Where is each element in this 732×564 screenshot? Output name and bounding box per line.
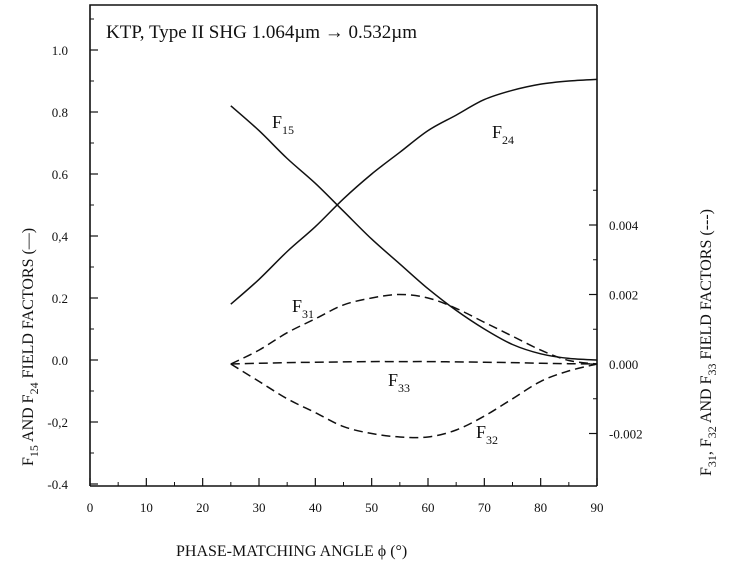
y-right-tick-label: -0.002 (609, 427, 643, 442)
right-ylabel-s2: 32 (705, 426, 719, 438)
x-tick-label: 90 (591, 500, 604, 515)
y-left-tick-label: 0.8 (52, 105, 68, 120)
right-ylabel-s1: 31 (705, 455, 719, 467)
right-ylabel-s3: 33 (705, 364, 719, 376)
plot-border (89, 4, 597, 486)
x-tick-label: 50 (365, 500, 378, 515)
series-label-f15: F15 (272, 112, 294, 137)
series-line-f33 (230, 360, 598, 365)
y-left-tick-label: 0.2 (52, 291, 68, 306)
series-lines (230, 78, 598, 439)
series-line-f31 (230, 293, 598, 365)
left-ylabel-f15-sub: 15 (27, 445, 41, 457)
right-y-axis: -0.002 0.000 0.002 0.004 (589, 189, 643, 442)
series-label-f33: F33 (388, 370, 410, 395)
x-tick-label: 0 (87, 500, 94, 515)
x-tick-label: 70 (478, 500, 491, 515)
left-ylabel-f24-sub: 24 (27, 382, 41, 394)
chart-title: KTP, Type II SHG 1.064µm → 0.532µm (106, 22, 417, 43)
x-tick-label: 80 (534, 500, 547, 515)
x-tick-label: 10 (140, 500, 153, 515)
left-ylabel-f15-main: F (20, 457, 37, 466)
series-line-f24 (230, 78, 598, 305)
x-tick-label: 40 (309, 500, 322, 515)
series-label-f31: F31 (292, 296, 314, 321)
series-label-f32: F32 (476, 422, 498, 447)
x-tick-label: 30 (253, 500, 266, 515)
x-axis: 0 10 20 30 40 50 60 70 80 90 (87, 478, 604, 515)
x-axis-label: PHASE-MATCHING ANGLE ϕ (°) (176, 543, 407, 560)
right-ylabel-p3: AND F (698, 375, 715, 426)
left-ylabel-tail: FIELD FACTORS (—) (20, 228, 37, 383)
left-y-axis: -0.4 -0,2 0.0 0.2 0,4 0.6 0.8 1.0 (47, 18, 98, 492)
y-left-tick-label: 0.6 (52, 167, 69, 182)
series-label-f24: F24 (492, 122, 514, 147)
left-y-axis-label: F15 AND F24 FIELD FACTORS (—) (20, 228, 41, 466)
x-tick-label: 60 (422, 500, 435, 515)
y-left-tick-label: 0,4 (52, 229, 69, 244)
right-ylabel-p2: , F (698, 438, 715, 455)
y-left-tick-label: 1.0 (52, 43, 68, 58)
y-right-tick-label: 0.002 (609, 288, 638, 303)
y-left-tick-label: 0.0 (52, 353, 68, 368)
y-right-tick-label: 0.004 (609, 218, 639, 233)
right-ylabel-p1: F (698, 467, 715, 476)
right-y-axis-label: F31, F32 AND F33 FIELD FACTORS (---) (698, 209, 719, 476)
y-left-tick-label: -0.4 (47, 477, 68, 492)
series-line-f32 (230, 363, 598, 439)
plot-frame (89, 4, 598, 487)
y-left-tick-label: -0,2 (47, 415, 68, 430)
right-ylabel-tail: FIELD FACTORS (---) (698, 209, 715, 364)
x-tick-label: 20 (196, 500, 209, 515)
left-ylabel-and: AND F (20, 394, 37, 445)
series-line-f15 (230, 105, 598, 361)
y-right-tick-label: 0.000 (609, 357, 638, 372)
